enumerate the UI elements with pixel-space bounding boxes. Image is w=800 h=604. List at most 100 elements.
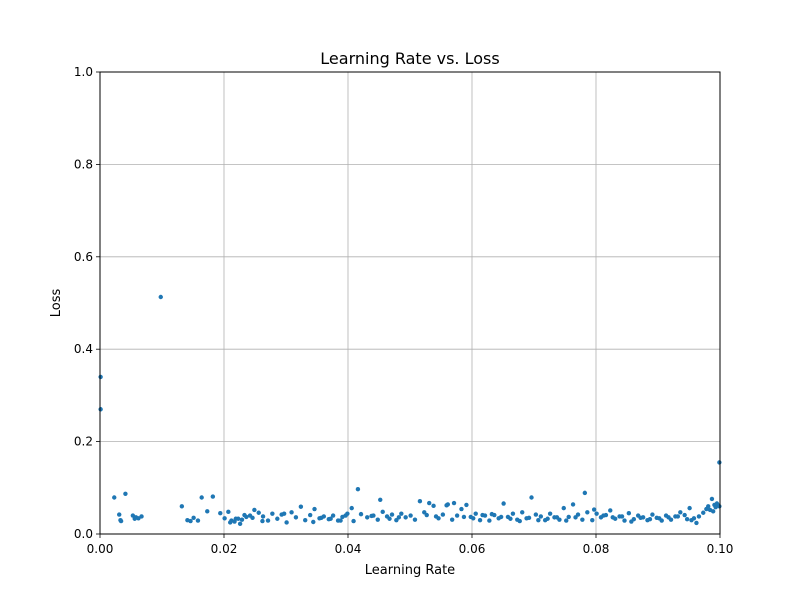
scatter-point [533, 512, 539, 517]
scatter-point [622, 518, 627, 523]
scatter-point [239, 517, 245, 522]
scatter-point [408, 513, 413, 518]
scatter-point [307, 512, 313, 518]
scatter-point [529, 495, 534, 500]
scatter-point [328, 516, 333, 521]
scatter-point [619, 514, 625, 519]
scatter-point [477, 517, 483, 523]
scatter-point [139, 514, 144, 519]
scatter-point [417, 498, 423, 504]
scatter-point [675, 514, 681, 519]
scatter-point [396, 515, 402, 520]
scatter-point [449, 517, 455, 522]
scatter-point [117, 512, 122, 517]
scatter-point [270, 511, 275, 516]
scatter-point [293, 515, 299, 520]
scatter-point [682, 512, 687, 518]
scatter-point [289, 510, 294, 515]
scatter-point [112, 495, 117, 500]
scatter-point [298, 504, 304, 509]
scatter-point [573, 515, 578, 520]
scatter-point [501, 501, 506, 506]
scatter-point [118, 518, 124, 524]
scatter-point [561, 505, 566, 511]
scatter-point [218, 511, 223, 516]
axis-ticks: 0.00 0.02 0.04 0.06 0.08 0.10 0.0 0.2 0.4 0.6 0.8 1… [74, 65, 733, 556]
scatter-point [233, 516, 238, 521]
scatter-point [188, 518, 193, 524]
scatter-point [590, 517, 595, 523]
scatter-point [647, 517, 653, 522]
x-tick-label: 0.08 [583, 542, 610, 556]
y-tick-label: 0.0 [74, 527, 93, 541]
scatter-point [424, 512, 429, 518]
scatter-point [330, 513, 336, 518]
scatter-point [403, 515, 408, 520]
scatter-point [657, 516, 662, 521]
scatter-point [678, 510, 683, 515]
scatter-point [547, 511, 553, 516]
scatter-point [554, 515, 560, 520]
y-tick-label: 0.2 [74, 435, 93, 449]
scatter-point [199, 495, 204, 500]
x-tick-label: 0.04 [335, 542, 362, 556]
scatter-point [601, 513, 606, 518]
scatter-point [508, 516, 513, 521]
scatter-point [256, 510, 261, 515]
scatter-point [480, 512, 485, 518]
chart-title: Learning Rate vs. Loss [320, 49, 499, 68]
scatter-point [431, 503, 436, 509]
scatter-point [311, 519, 316, 525]
scatter-point [343, 513, 348, 518]
scatter-point [696, 514, 702, 519]
scatter-point [378, 497, 383, 503]
scatter-point [98, 407, 103, 412]
scatter-point [464, 502, 469, 508]
scatter-point [228, 520, 233, 525]
scatter-point [489, 511, 495, 517]
scatter-point [158, 294, 163, 300]
scatter-point [591, 507, 597, 512]
scatter-point [412, 517, 418, 522]
scatter-point [98, 374, 103, 380]
scatter-point [205, 509, 210, 514]
plot-area [100, 72, 720, 534]
scatter-point [638, 515, 643, 521]
scatter-point [517, 518, 522, 524]
scatter-point [355, 486, 361, 492]
scatter-point [365, 515, 370, 520]
scatter-point [706, 504, 711, 509]
scatter-point [303, 517, 308, 523]
scatter-point [387, 516, 392, 521]
scatter-point [275, 516, 280, 521]
scatter-point [626, 511, 632, 516]
scatter-point [717, 460, 722, 465]
scatter-point [195, 518, 201, 523]
y-tick-label: 0.6 [74, 250, 93, 264]
x-tick-label: 0.00 [87, 542, 114, 556]
scatter-point [319, 515, 324, 521]
scatter-point [687, 505, 692, 511]
scatter-point [440, 512, 446, 517]
scatter-point [610, 515, 615, 520]
scatter-point [570, 502, 576, 507]
plot-frame [99, 71, 721, 535]
scatter-point [427, 500, 432, 506]
scatter-point [473, 511, 478, 516]
scatter-point [487, 518, 492, 523]
x-tick-label: 0.06 [459, 542, 486, 556]
scatter-point [260, 518, 265, 524]
scatter-point [222, 516, 227, 521]
scatter-point [237, 521, 243, 527]
scatter-point [281, 511, 287, 516]
scatter-point [349, 505, 354, 511]
scatter-point [459, 506, 464, 512]
scatter-point [564, 518, 569, 523]
scatter-point [399, 511, 404, 516]
scatter-point [375, 517, 380, 522]
scatter-point [471, 516, 476, 521]
scatter-point [510, 511, 516, 516]
scatter-point [451, 500, 457, 506]
scatter-point [338, 518, 343, 523]
